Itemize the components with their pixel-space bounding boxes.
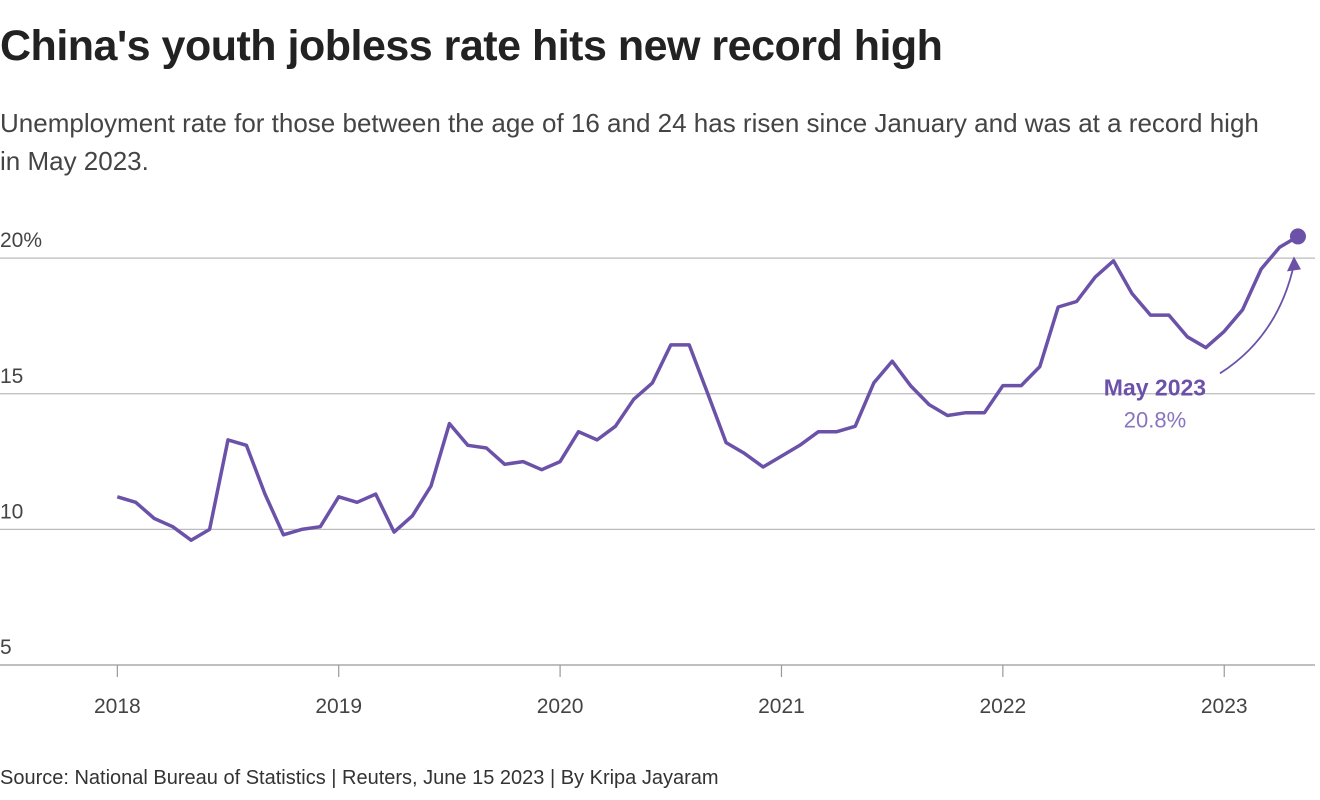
annotation: May 2023 bbox=[1104, 374, 1206, 400]
x-tick-label: 2018 bbox=[94, 695, 141, 718]
annotation-arrow bbox=[1219, 264, 1295, 375]
y-tick-label: 10 bbox=[0, 500, 23, 523]
x-tick-label: 2021 bbox=[758, 695, 805, 718]
x-tick-label: 2023 bbox=[1201, 695, 1248, 718]
y-tick-label: 20% bbox=[0, 229, 42, 252]
source-note: Source: National Bureau of Statistics | … bbox=[0, 767, 719, 789]
chart: 5 10 15 20% 2018 2019 2020 2021 2022 2023 May 2023… bbox=[0, 228, 1315, 718]
y-tick-label: 5 bbox=[0, 636, 12, 659]
arrow-head bbox=[1286, 256, 1301, 272]
chart-subtitle: Unemployment rate for those between the … bbox=[0, 108, 1259, 176]
x-tick-label: 2022 bbox=[979, 695, 1026, 718]
end-point bbox=[1289, 228, 1306, 245]
x-tick-label: 2020 bbox=[537, 695, 584, 718]
value-label: 20.8% bbox=[1124, 407, 1186, 432]
data-line bbox=[116, 234, 1299, 542]
x-tick-label: 2019 bbox=[315, 695, 362, 718]
y-tick-label: 15 bbox=[0, 365, 23, 388]
chart-title: China's youth jobless rate hits new reco… bbox=[0, 22, 943, 70]
